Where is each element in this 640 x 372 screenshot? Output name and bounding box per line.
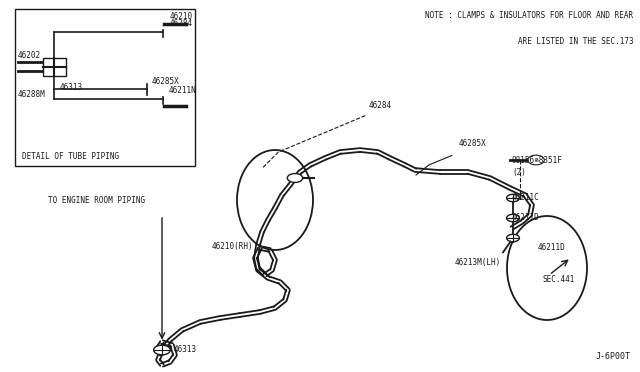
Text: 46284: 46284 <box>170 19 193 28</box>
Text: 46288M: 46288M <box>18 90 45 99</box>
Text: 46202: 46202 <box>18 51 41 60</box>
Text: NOTE : CLAMPS & INSULATORS FOR FLOOR AND REAR: NOTE : CLAMPS & INSULATORS FOR FLOOR AND… <box>426 11 634 20</box>
Text: SEC.441: SEC.441 <box>543 276 575 285</box>
Text: 46210: 46210 <box>170 12 193 21</box>
Text: (2): (2) <box>512 167 526 176</box>
Bar <box>43 58 66 76</box>
Text: TO ENGINE ROOM PIPING: TO ENGINE ROOM PIPING <box>48 196 145 205</box>
Text: 46285X: 46285X <box>152 77 179 86</box>
Text: 08156-8351F: 08156-8351F <box>512 155 563 164</box>
Text: B: B <box>534 157 538 163</box>
Text: 46211C: 46211C <box>512 193 540 202</box>
Text: 46284: 46284 <box>369 101 392 110</box>
Circle shape <box>507 234 520 242</box>
Text: 46285X: 46285X <box>458 139 486 148</box>
Text: 46213M(LH): 46213M(LH) <box>454 257 500 266</box>
Text: 46210(RH): 46210(RH) <box>211 242 253 251</box>
Text: 46313: 46313 <box>173 346 196 355</box>
Circle shape <box>527 155 545 165</box>
Text: DETAIL OF TUBE PIPING: DETAIL OF TUBE PIPING <box>22 152 120 161</box>
Text: J-6P00T: J-6P00T <box>595 352 630 361</box>
Circle shape <box>507 214 520 222</box>
Circle shape <box>154 345 170 355</box>
Text: 46313: 46313 <box>60 83 83 92</box>
Text: 46211N: 46211N <box>168 86 196 95</box>
Bar <box>15 9 195 166</box>
Text: ARE LISTED IN THE SEC.173: ARE LISTED IN THE SEC.173 <box>518 37 634 46</box>
Text: 46211D: 46211D <box>538 244 565 253</box>
Text: 46211D: 46211D <box>512 214 540 222</box>
Circle shape <box>507 194 520 202</box>
Circle shape <box>287 173 303 182</box>
